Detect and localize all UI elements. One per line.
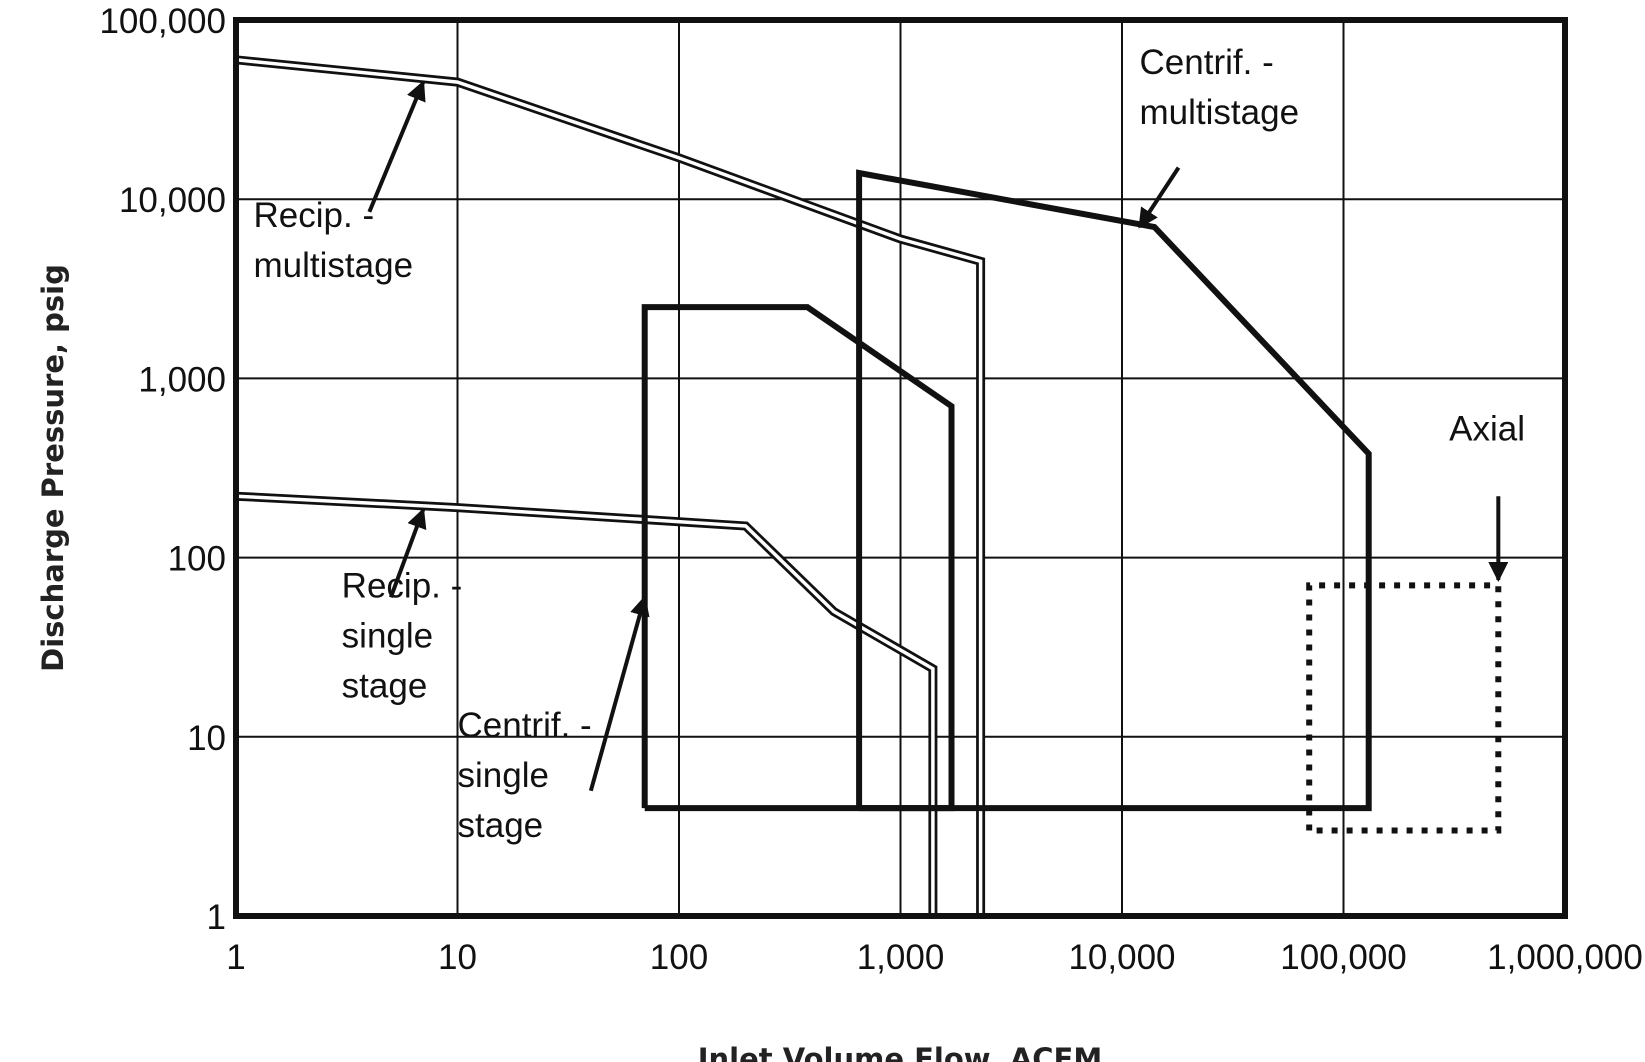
series-line-inner [235, 494, 935, 916]
annotation-arrow [1137, 166, 1181, 229]
x-tick-label: 100 [650, 938, 708, 977]
annotation-arrow [588, 595, 650, 792]
y-tick-label: 100 [168, 540, 226, 579]
x-tick-label: 1 [226, 938, 245, 977]
annotation-text: Axial [1449, 410, 1525, 449]
series-line-outer [235, 55, 986, 916]
series-line-dotted [1306, 582, 1502, 834]
x-tick-label: 10,000 [1068, 938, 1175, 977]
annotation-axial: Axial [1449, 410, 1525, 582]
x-axis-title: Inlet Volume Flow, ACFM [698, 1042, 1102, 1062]
annotation-text: multistage [1140, 93, 1300, 132]
annotation-text: stage [342, 666, 428, 705]
series-axial [1306, 582, 1502, 834]
x-tick-label: 10 [438, 938, 477, 977]
annotation-text: Centrif. - [1140, 43, 1274, 82]
annotation-text: Centrif. - [458, 706, 592, 745]
y-tick-label: 100,000 [99, 2, 226, 41]
annotation-text: multistage [254, 246, 414, 285]
x-tick-label: 1,000 [857, 938, 945, 977]
y-tick-label: 1,000 [138, 360, 226, 399]
y-tick-label: 10,000 [119, 181, 226, 220]
annotation-text: stage [458, 806, 544, 845]
x-tick-label: 1,000,000 [1487, 938, 1643, 977]
annotation-text: single [458, 756, 549, 795]
series-layer [235, 55, 1502, 916]
series-line-inner [235, 58, 983, 916]
annotation-centrif-multistage: Centrif. - multistage [1137, 43, 1300, 229]
y-tick-label: 10 [187, 719, 226, 758]
annotation-text: Recip. - [254, 196, 375, 235]
series-line [856, 169, 1372, 812]
annotation-arrow [388, 507, 427, 599]
y-axis-title: Discharge Pressure, psig [36, 264, 70, 672]
series-recip-single-stage [235, 491, 938, 916]
x-tick-label: 100,000 [1280, 938, 1407, 977]
series-centrif-multistage [856, 169, 1372, 812]
annotation-centrif-single-stage: Centrif. - single stage [458, 595, 650, 845]
y-tick-label: 1 [207, 898, 226, 937]
annotation-text: single [342, 616, 433, 655]
tick-labels: 1 10 100 1,000 10,000 100,000 1,000,000 1 10 100 1… [99, 2, 1642, 977]
series-recip-multistage [235, 55, 986, 916]
annotation-arrow [367, 80, 426, 213]
plot-frame [233, 17, 1568, 919]
grid-lines [235, 19, 1566, 917]
annotation-recip-multistage: Recip. - multistage [254, 80, 426, 285]
